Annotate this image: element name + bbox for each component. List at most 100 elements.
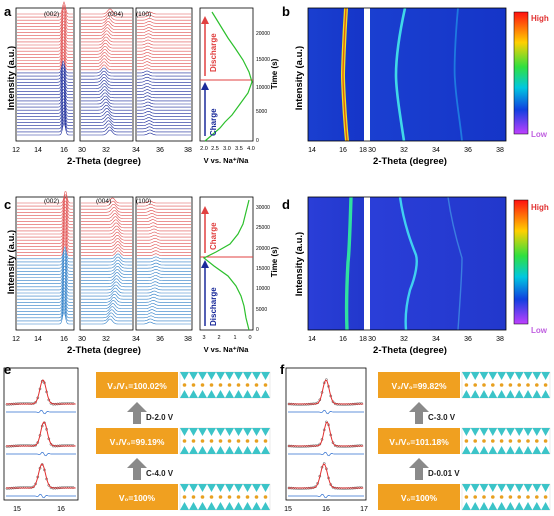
fit-axes-e: [3, 367, 79, 501]
pattern-line: [81, 33, 132, 40]
xtick-b-14: 14: [308, 147, 316, 154]
pattern-line: [137, 39, 191, 43]
layer-tile: [252, 484, 261, 492]
xtick-e-15: 15: [13, 506, 21, 513]
layer-tile: [514, 446, 524, 454]
layer-tile: [514, 390, 524, 398]
pattern-line: [137, 222, 191, 225]
step-arrow: [133, 466, 141, 480]
pattern-line: [137, 296, 191, 300]
panel-e: e 15 16 V₂/V₁=100.02% D-2.0 V V₁/V₀=99.19%…: [3, 362, 271, 513]
volume-box: [378, 372, 460, 398]
layer-tile: [180, 502, 189, 510]
layer-tile: [462, 502, 471, 510]
layer-tile: [479, 446, 489, 454]
layer-tile: [216, 372, 225, 380]
step-arrowhead: [127, 458, 147, 468]
pattern-line: [17, 275, 73, 288]
pattern-line: [81, 318, 132, 325]
phase-arrowhead-dn-a: [201, 82, 209, 90]
layer-tile: [514, 372, 524, 380]
pattern-line: [17, 60, 73, 74]
layer-tile: [261, 428, 270, 436]
na-ion: [245, 495, 250, 499]
phase-arrowhead-up-a: [201, 16, 209, 24]
pattern-line: [17, 286, 73, 300]
layer-tile: [198, 390, 207, 398]
pattern-line: [137, 24, 191, 27]
na-ion: [491, 495, 495, 499]
pattern-line: [137, 237, 191, 241]
pattern-line: [81, 306, 132, 312]
pattern-line: [81, 101, 132, 108]
pattern-line: [81, 278, 132, 285]
pattern-line: [137, 244, 191, 247]
ttick-c-25000: 25000: [256, 225, 270, 231]
pattern-line: [81, 315, 132, 322]
xtick-d-30: 30: [368, 336, 376, 343]
pattern-line: [137, 259, 191, 263]
xtick-f-17: 17: [360, 506, 368, 513]
pattern-line: [81, 95, 132, 102]
data-point: [314, 485, 317, 489]
phase-lower-c: Discharge: [209, 287, 218, 326]
layer-tile: [261, 446, 270, 454]
layer-tile: [470, 484, 480, 492]
layer-tile: [497, 502, 506, 510]
pattern-line: [81, 52, 132, 58]
pattern-line: [17, 268, 73, 281]
pattern-line: [17, 10, 73, 24]
pattern-line: [81, 49, 132, 55]
layer-tile: [497, 484, 506, 492]
na-ion: [227, 383, 232, 387]
na-ion: [227, 439, 232, 443]
pattern-line: [81, 89, 132, 95]
pattern-line: [17, 233, 73, 247]
pattern-line: [137, 225, 191, 229]
xtick-c-34: 34: [132, 336, 140, 343]
xtick-d-34: 34: [432, 336, 440, 343]
layer-tile: [532, 390, 542, 398]
na-ion: [263, 439, 268, 443]
layer-tile: [243, 446, 252, 454]
pattern-line: [17, 295, 73, 309]
layer-tile: [532, 446, 542, 454]
peak-label-004-c: (004): [96, 198, 111, 205]
na-ion: [508, 495, 513, 499]
pattern-line: [17, 51, 73, 64]
volume-box-label: V₁/V₀=99.19%: [110, 437, 165, 447]
pattern-line: [81, 30, 132, 37]
layer-tile: [479, 502, 489, 510]
peak-label-100-a: (100): [136, 11, 151, 18]
xlabel-b: 2-Theta (degree): [373, 156, 447, 167]
na-ion: [209, 439, 214, 443]
pattern-line: [17, 17, 73, 30]
pattern-line: [17, 63, 73, 77]
layer-tile: [462, 446, 471, 454]
pattern-line: [137, 253, 191, 256]
pattern-stack-a: [17, 1, 191, 136]
xtick-a-12: 12: [12, 147, 20, 154]
voltage-curve-c: [202, 199, 250, 331]
layer-tile: [252, 446, 261, 454]
pattern-line: [17, 277, 73, 291]
ttick-a-5000: 5000: [256, 109, 267, 115]
pattern-line: [17, 39, 73, 52]
na-ion: [517, 383, 521, 387]
pattern-line: [17, 23, 73, 37]
na-ion: [200, 439, 205, 443]
pattern-line: [137, 126, 191, 130]
layer-tile: [532, 484, 542, 492]
pattern-line: [17, 33, 73, 46]
pattern-line: [17, 206, 73, 219]
voltage-axes-a: [199, 7, 254, 142]
pattern-line: [137, 48, 191, 52]
pattern-line: [17, 85, 73, 99]
layer-tile: [252, 502, 261, 510]
pattern-line: [81, 129, 132, 136]
pattern-line: [17, 227, 73, 241]
layer-tile: [207, 484, 216, 492]
step-arrow: [415, 466, 423, 480]
pattern-line: [137, 14, 191, 18]
xtick-a-30: 30: [78, 147, 86, 154]
